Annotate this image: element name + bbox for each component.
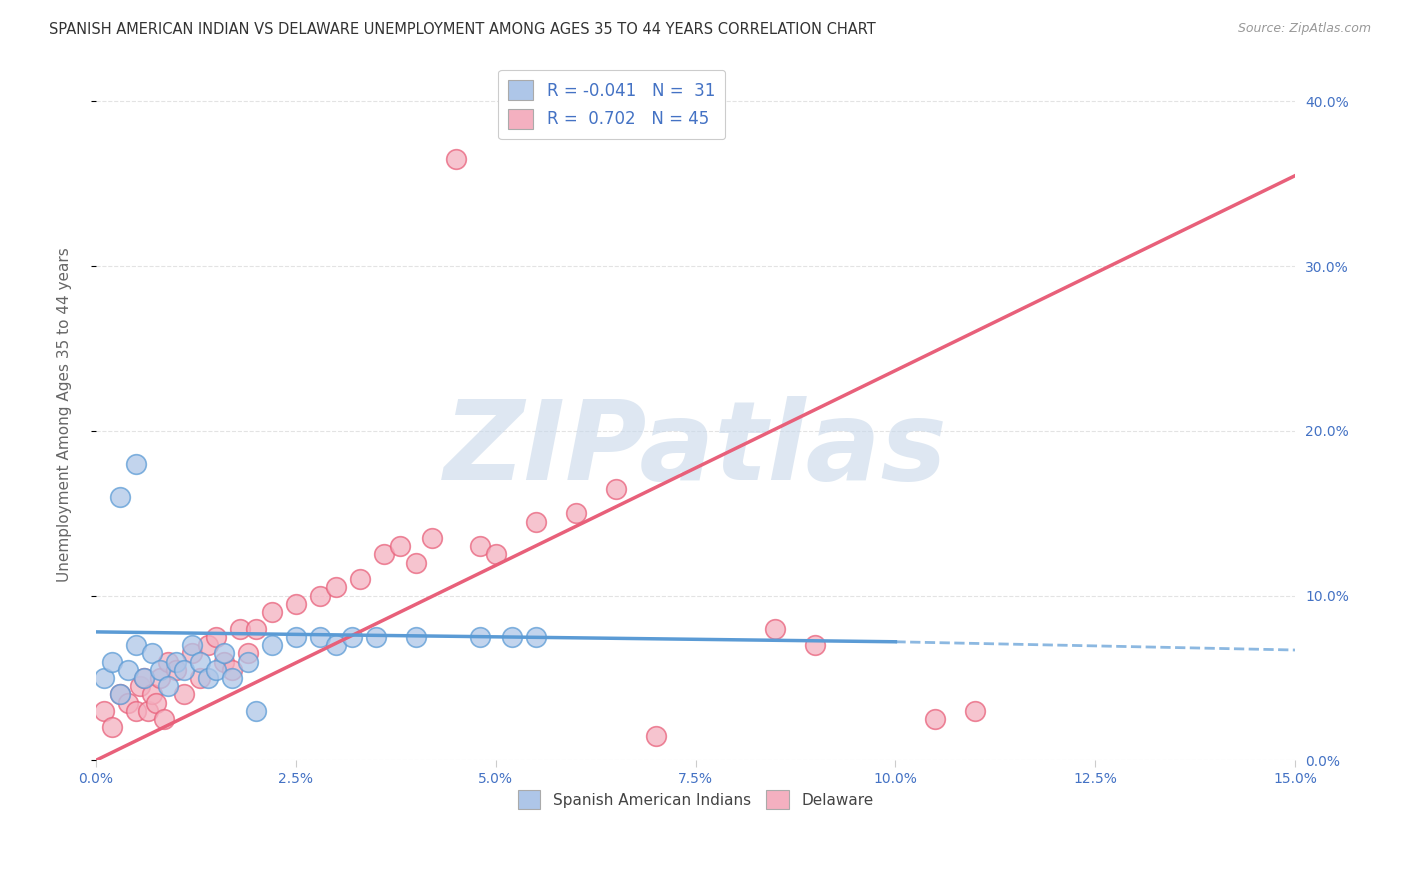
Point [605, 482, 627, 496]
Point [101, 655, 124, 669]
Point [180, 646, 202, 660]
Point [308, 630, 330, 644]
Point [173, 688, 195, 702]
Text: SPANISH AMERICAN INDIAN VS DELAWARE UNEMPLOYMENT AMONG AGES 35 TO 44 YEARS CORRE: SPANISH AMERICAN INDIAN VS DELAWARE UNEM… [49, 22, 876, 37]
Point [484, 548, 506, 562]
Point [108, 688, 131, 702]
Point [101, 721, 124, 735]
Point [245, 622, 267, 636]
Point [93, 704, 115, 718]
Point [501, 630, 523, 644]
Point [108, 490, 131, 504]
Point [188, 671, 211, 685]
Point [564, 506, 586, 520]
Point [136, 704, 159, 718]
Point [221, 663, 243, 677]
Legend: Spanish American Indians, Delaware: Spanish American Indians, Delaware [512, 784, 880, 815]
Point [197, 638, 219, 652]
Point [468, 539, 491, 553]
Y-axis label: Unemployment Among Ages 35 to 44 years: Unemployment Among Ages 35 to 44 years [58, 247, 72, 582]
Point [260, 638, 283, 652]
Point [340, 630, 363, 644]
Point [405, 630, 427, 644]
Text: Source: ZipAtlas.com: Source: ZipAtlas.com [1237, 22, 1371, 36]
Point [204, 630, 226, 644]
Point [132, 671, 155, 685]
Point [117, 696, 139, 710]
Point [156, 655, 179, 669]
Point [524, 515, 547, 529]
Point [804, 638, 827, 652]
Point [188, 655, 211, 669]
Point [212, 646, 235, 660]
Point [284, 597, 307, 611]
Point [236, 655, 259, 669]
Point [644, 729, 666, 743]
Point [308, 589, 330, 603]
Point [388, 539, 411, 553]
Point [149, 671, 172, 685]
Point [141, 688, 163, 702]
Point [93, 671, 115, 685]
Point [444, 152, 467, 166]
Point [349, 572, 371, 586]
Point [765, 622, 787, 636]
Point [373, 548, 395, 562]
Point [141, 646, 163, 660]
Point [156, 679, 179, 693]
Point [173, 663, 195, 677]
Point [165, 655, 187, 669]
Point [524, 630, 547, 644]
Point [128, 679, 150, 693]
Point [125, 457, 148, 471]
Point [420, 531, 443, 545]
Point [221, 671, 243, 685]
Point [468, 630, 491, 644]
Point [108, 688, 131, 702]
Point [965, 704, 987, 718]
Point [364, 630, 387, 644]
Point [260, 605, 283, 619]
Point [245, 704, 267, 718]
Point [152, 712, 174, 726]
Point [165, 663, 187, 677]
Point [145, 696, 167, 710]
Point [685, 111, 707, 125]
Point [125, 638, 148, 652]
Point [180, 638, 202, 652]
Point [197, 671, 219, 685]
Point [125, 704, 148, 718]
Point [236, 646, 259, 660]
Point [325, 581, 347, 595]
Point [149, 663, 172, 677]
Point [132, 671, 155, 685]
Point [212, 655, 235, 669]
Point [405, 556, 427, 570]
Point [117, 663, 139, 677]
Point [284, 630, 307, 644]
Point [325, 638, 347, 652]
Point [228, 622, 250, 636]
Point [924, 712, 946, 726]
Point [204, 663, 226, 677]
Text: ZIPatlas: ZIPatlas [444, 395, 948, 502]
